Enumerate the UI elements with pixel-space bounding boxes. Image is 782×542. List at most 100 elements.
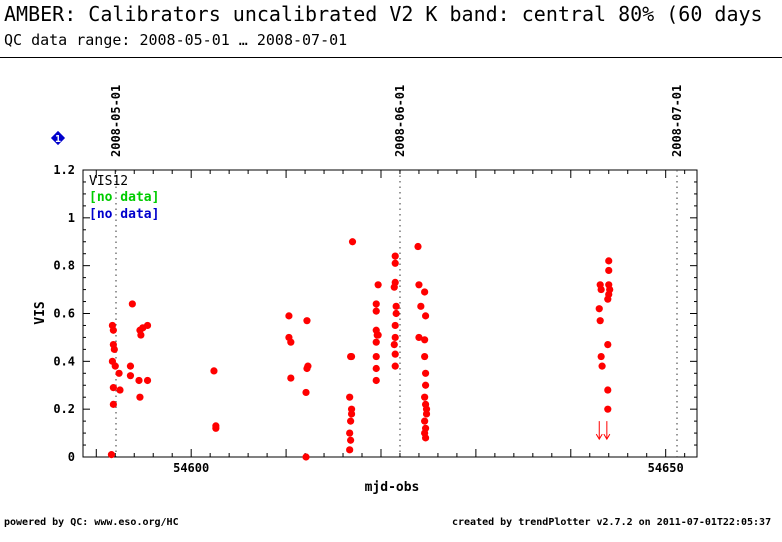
y-axis-label: VIS — [33, 301, 48, 325]
page-subtitle: QC data range: 2008-05-01 … 2008-07-01 — [4, 31, 348, 49]
info-marker-number: 1 — [55, 134, 61, 145]
data-point — [374, 281, 382, 289]
data-point — [604, 386, 612, 394]
x-tick-label: 54600 — [173, 461, 209, 475]
data-point — [605, 266, 613, 275]
data-point — [421, 369, 430, 377]
data-point — [595, 305, 603, 313]
data-point — [391, 321, 399, 330]
data-point — [597, 285, 605, 294]
data-point — [596, 317, 604, 325]
y-tick-label: 0 — [68, 450, 75, 464]
data-point — [212, 424, 220, 432]
data-point — [390, 340, 398, 349]
data-point — [422, 410, 431, 418]
y-tick-label: 1.2 — [53, 163, 75, 177]
legend-entry-no-data-blue: [no data] — [89, 207, 159, 222]
page-title: AMBER: Calibrators uncalibrated V2 K ban… — [4, 2, 763, 26]
footer-powered-by: powered by QC: www.eso.org/HC — [4, 517, 179, 528]
data-point — [346, 393, 354, 401]
date-line-label: 2008-06-01 — [393, 85, 407, 157]
legend-entry-no-data-green: [no data] — [89, 190, 159, 205]
scatter-chart: 2008-05-01 2008-06-01 2008-07-01 0 0.2 0.4 0.… — [33, 85, 698, 495]
data-point — [348, 238, 357, 246]
data-point — [391, 252, 399, 260]
data-point — [135, 376, 143, 385]
data-point — [391, 362, 399, 370]
data-point — [111, 362, 119, 370]
data-point — [116, 386, 124, 394]
data-point — [303, 364, 311, 373]
data-point — [372, 300, 380, 308]
data-point — [128, 300, 136, 308]
data-point — [421, 288, 429, 296]
upper-limit-arrow-head — [603, 433, 611, 441]
data-point — [421, 336, 429, 344]
data-point — [372, 376, 380, 385]
y-tick-label: 0.6 — [53, 307, 75, 321]
axis-ticks: 0 0.2 0.4 0.6 0.8 1 1.2 54600 54650 — [53, 163, 697, 475]
data-point — [414, 242, 422, 251]
data-point — [109, 326, 117, 334]
data-point — [421, 381, 430, 389]
data-point — [598, 362, 606, 370]
data-point — [302, 388, 310, 397]
legend-entry-vis12: VIS12 — [89, 174, 128, 189]
data-point — [347, 352, 356, 361]
data-point — [372, 307, 380, 315]
data-point — [126, 362, 135, 370]
y-tick-label: 0.8 — [53, 259, 75, 273]
date-lines: 2008-05-01 2008-06-01 2008-07-01 — [109, 85, 684, 457]
data-point — [107, 451, 116, 459]
data-point — [392, 309, 400, 318]
data-point — [287, 338, 295, 346]
x-tick-label: 54650 — [648, 461, 684, 475]
info-marker-icon[interactable]: 1 — [50, 130, 66, 146]
y-tick-label: 0.2 — [53, 402, 75, 416]
data-point — [605, 257, 613, 265]
data-point — [303, 317, 311, 325]
data-point — [392, 302, 400, 310]
date-line-label: 2008-07-01 — [670, 85, 684, 157]
data-point — [415, 333, 423, 342]
footer-created-by: created by trendPlotter v2.7.2 on 2011-0… — [452, 517, 772, 528]
data-point — [421, 352, 429, 361]
data-point — [372, 364, 380, 373]
data-point — [415, 281, 423, 289]
data-points — [107, 238, 614, 461]
data-point — [285, 312, 293, 320]
data-point — [137, 331, 145, 339]
data-point — [604, 405, 612, 413]
x-axis-label: mjd-obs — [365, 480, 420, 495]
data-point — [110, 345, 118, 353]
data-point — [210, 367, 218, 375]
header-divider — [0, 57, 782, 58]
data-point — [136, 393, 144, 401]
data-point — [391, 350, 399, 358]
data-point — [390, 283, 398, 291]
data-point — [126, 372, 135, 380]
data-point — [346, 429, 354, 437]
data-point — [143, 321, 152, 330]
data-point — [109, 384, 117, 392]
data-point — [604, 340, 612, 349]
y-tick-label: 1 — [68, 211, 75, 225]
date-line-label: 2008-05-01 — [109, 85, 123, 157]
data-point — [597, 352, 605, 361]
upper-limit-arrow-head — [595, 433, 603, 441]
data-point — [421, 417, 429, 425]
data-point — [347, 417, 355, 425]
data-point — [109, 400, 117, 408]
plot-frame — [82, 169, 698, 458]
data-point — [391, 333, 399, 342]
data-point — [374, 331, 382, 339]
data-point — [302, 453, 310, 461]
data-point — [372, 352, 380, 361]
data-point — [287, 374, 295, 382]
data-point — [347, 410, 356, 418]
data-point — [421, 312, 430, 320]
data-point — [372, 338, 380, 346]
y-tick-label: 0.4 — [53, 354, 75, 368]
data-point — [143, 376, 152, 385]
data-point — [347, 436, 355, 444]
